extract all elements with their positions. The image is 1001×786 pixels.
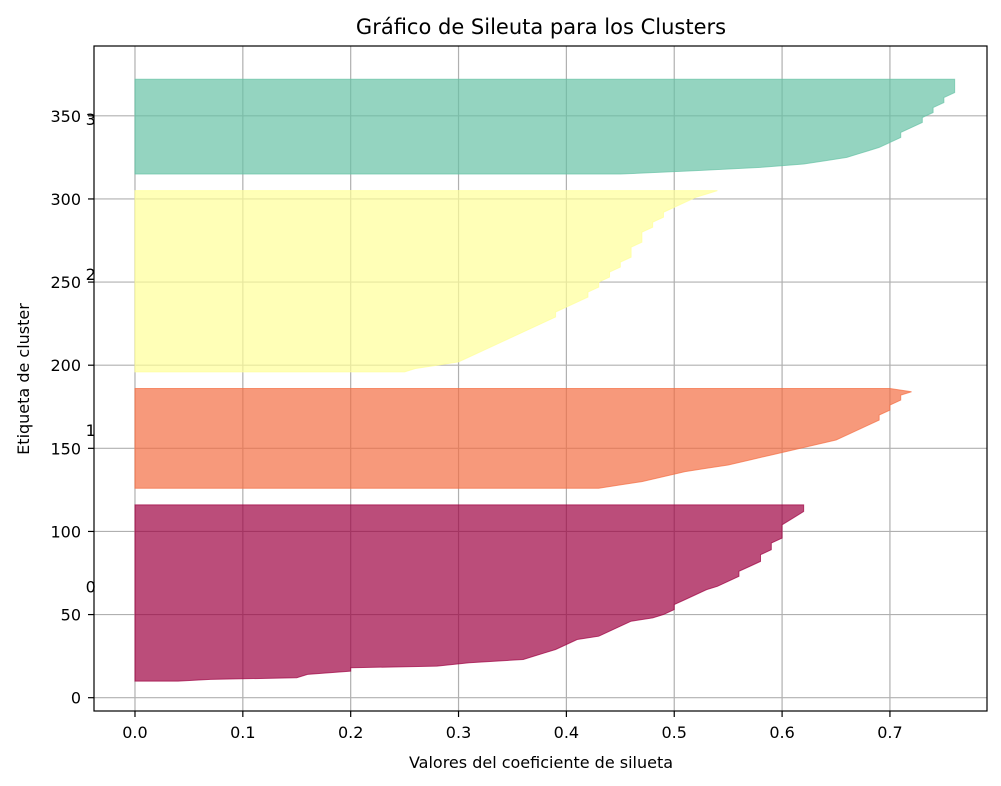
- y-tick-label: 200: [50, 356, 81, 375]
- x-tick-label: 0.2: [338, 723, 363, 742]
- cluster-3-silhouette-area: [134, 78, 956, 175]
- x-tick-label: 0.6: [769, 723, 794, 742]
- chart-title: Gráfico de Sileuta para los Clusters: [356, 15, 726, 39]
- cluster-1-silhouette-area: [134, 387, 912, 489]
- y-tick-label: 250: [50, 273, 81, 292]
- cluster-2-label: 2: [86, 265, 96, 284]
- y-tick-label: 150: [50, 439, 81, 458]
- x-axis-label: Valores del coeficiente de silueta: [409, 753, 673, 772]
- cluster-3-label: 3: [86, 110, 96, 129]
- x-tick-label: 0.5: [662, 723, 687, 742]
- x-tick-label: 0.7: [877, 723, 902, 742]
- x-tick-label: 0.1: [230, 723, 255, 742]
- y-tick-label: 350: [50, 107, 81, 126]
- x-tick-label: 0.3: [446, 723, 471, 742]
- plot-frame: [93, 45, 988, 712]
- x-axis-ticks: 0.0 0.1 0.2 0.3 0.4 0.5 0.6 0.7: [122, 711, 903, 742]
- x-tick-label: 0.0: [122, 723, 147, 742]
- x-tick-label: 0.4: [554, 723, 579, 742]
- cluster-1-label: 1: [86, 421, 96, 440]
- y-tick-label: 100: [50, 522, 81, 541]
- y-axis-label: Etiqueta de cluster: [14, 303, 33, 455]
- y-tick-label: 300: [50, 190, 81, 209]
- y-tick-label: 50: [61, 606, 81, 625]
- y-tick-label: 0: [71, 689, 81, 708]
- cluster-labels: 0 1 2 3: [86, 110, 96, 596]
- cluster-0-silhouette-area: [134, 504, 805, 682]
- cluster-0-label: 0: [86, 577, 96, 596]
- y-axis-ticks: 0 50 100 150 200 250 300 350: [50, 107, 94, 708]
- cluster-2-silhouette-area: [134, 190, 718, 373]
- cluster-areas: [134, 78, 956, 682]
